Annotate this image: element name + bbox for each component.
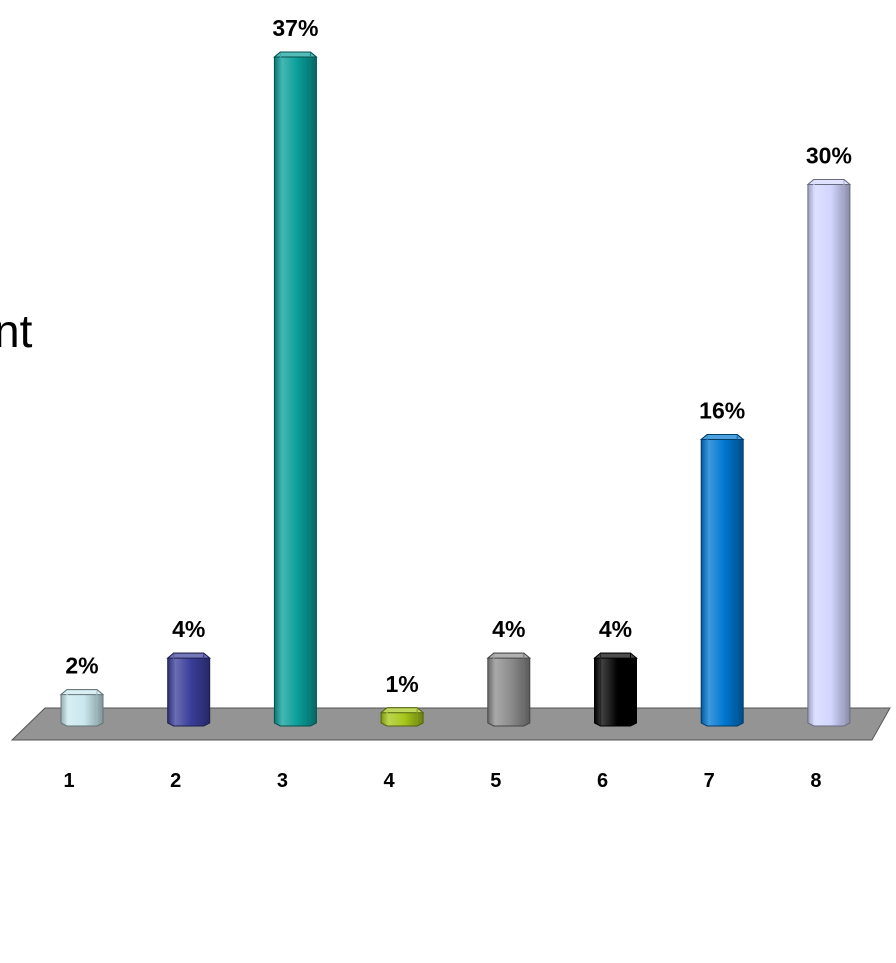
data-labels-layer: 2% 4% 37% 1% 4% 4% 16% 30% <box>65 15 852 697</box>
x-tick-label-5: 5 <box>490 770 501 792</box>
data-label-7: 16% <box>699 398 745 424</box>
bar-top-1 <box>59 689 105 696</box>
bar-7 <box>699 434 745 727</box>
bar-1 <box>59 689 105 727</box>
chart-floor <box>10 707 891 741</box>
data-label-6: 4% <box>599 616 632 642</box>
x-tick-label-1: 1 <box>63 770 74 792</box>
bar-4 <box>379 707 425 727</box>
bar-8 <box>806 179 852 727</box>
x-tick-label-7: 7 <box>704 770 715 792</box>
x-tick-label-3: 3 <box>277 770 288 792</box>
bar-top-5 <box>486 652 532 659</box>
data-label-4: 1% <box>385 671 418 697</box>
data-label-1: 2% <box>65 653 98 679</box>
data-label-3: 37% <box>272 15 318 41</box>
x-tick-label-2: 2 <box>170 770 181 792</box>
data-label-8: 30% <box>806 143 852 169</box>
data-label-2: 4% <box>172 616 205 642</box>
bar-2 <box>166 652 212 727</box>
bar-top-2 <box>166 652 212 659</box>
bar-top-3 <box>273 51 318 58</box>
data-label-5: 4% <box>492 616 525 642</box>
bar-top-6 <box>593 652 638 659</box>
bars-layer <box>59 51 852 727</box>
bar-6 <box>593 652 638 727</box>
bar-5 <box>486 652 532 727</box>
x-tick-label-6: 6 <box>597 770 608 792</box>
slide-text-fragment: nt <box>0 305 33 357</box>
bar-top-4 <box>379 707 425 714</box>
x-tick-labels-layer: 1 2 3 4 5 6 7 8 <box>63 770 821 792</box>
bar-top-8 <box>806 179 852 186</box>
bar-3 <box>273 51 318 727</box>
x-tick-label-8: 8 <box>810 770 821 792</box>
bar-top-7 <box>699 434 745 441</box>
x-tick-label-4: 4 <box>384 770 396 792</box>
